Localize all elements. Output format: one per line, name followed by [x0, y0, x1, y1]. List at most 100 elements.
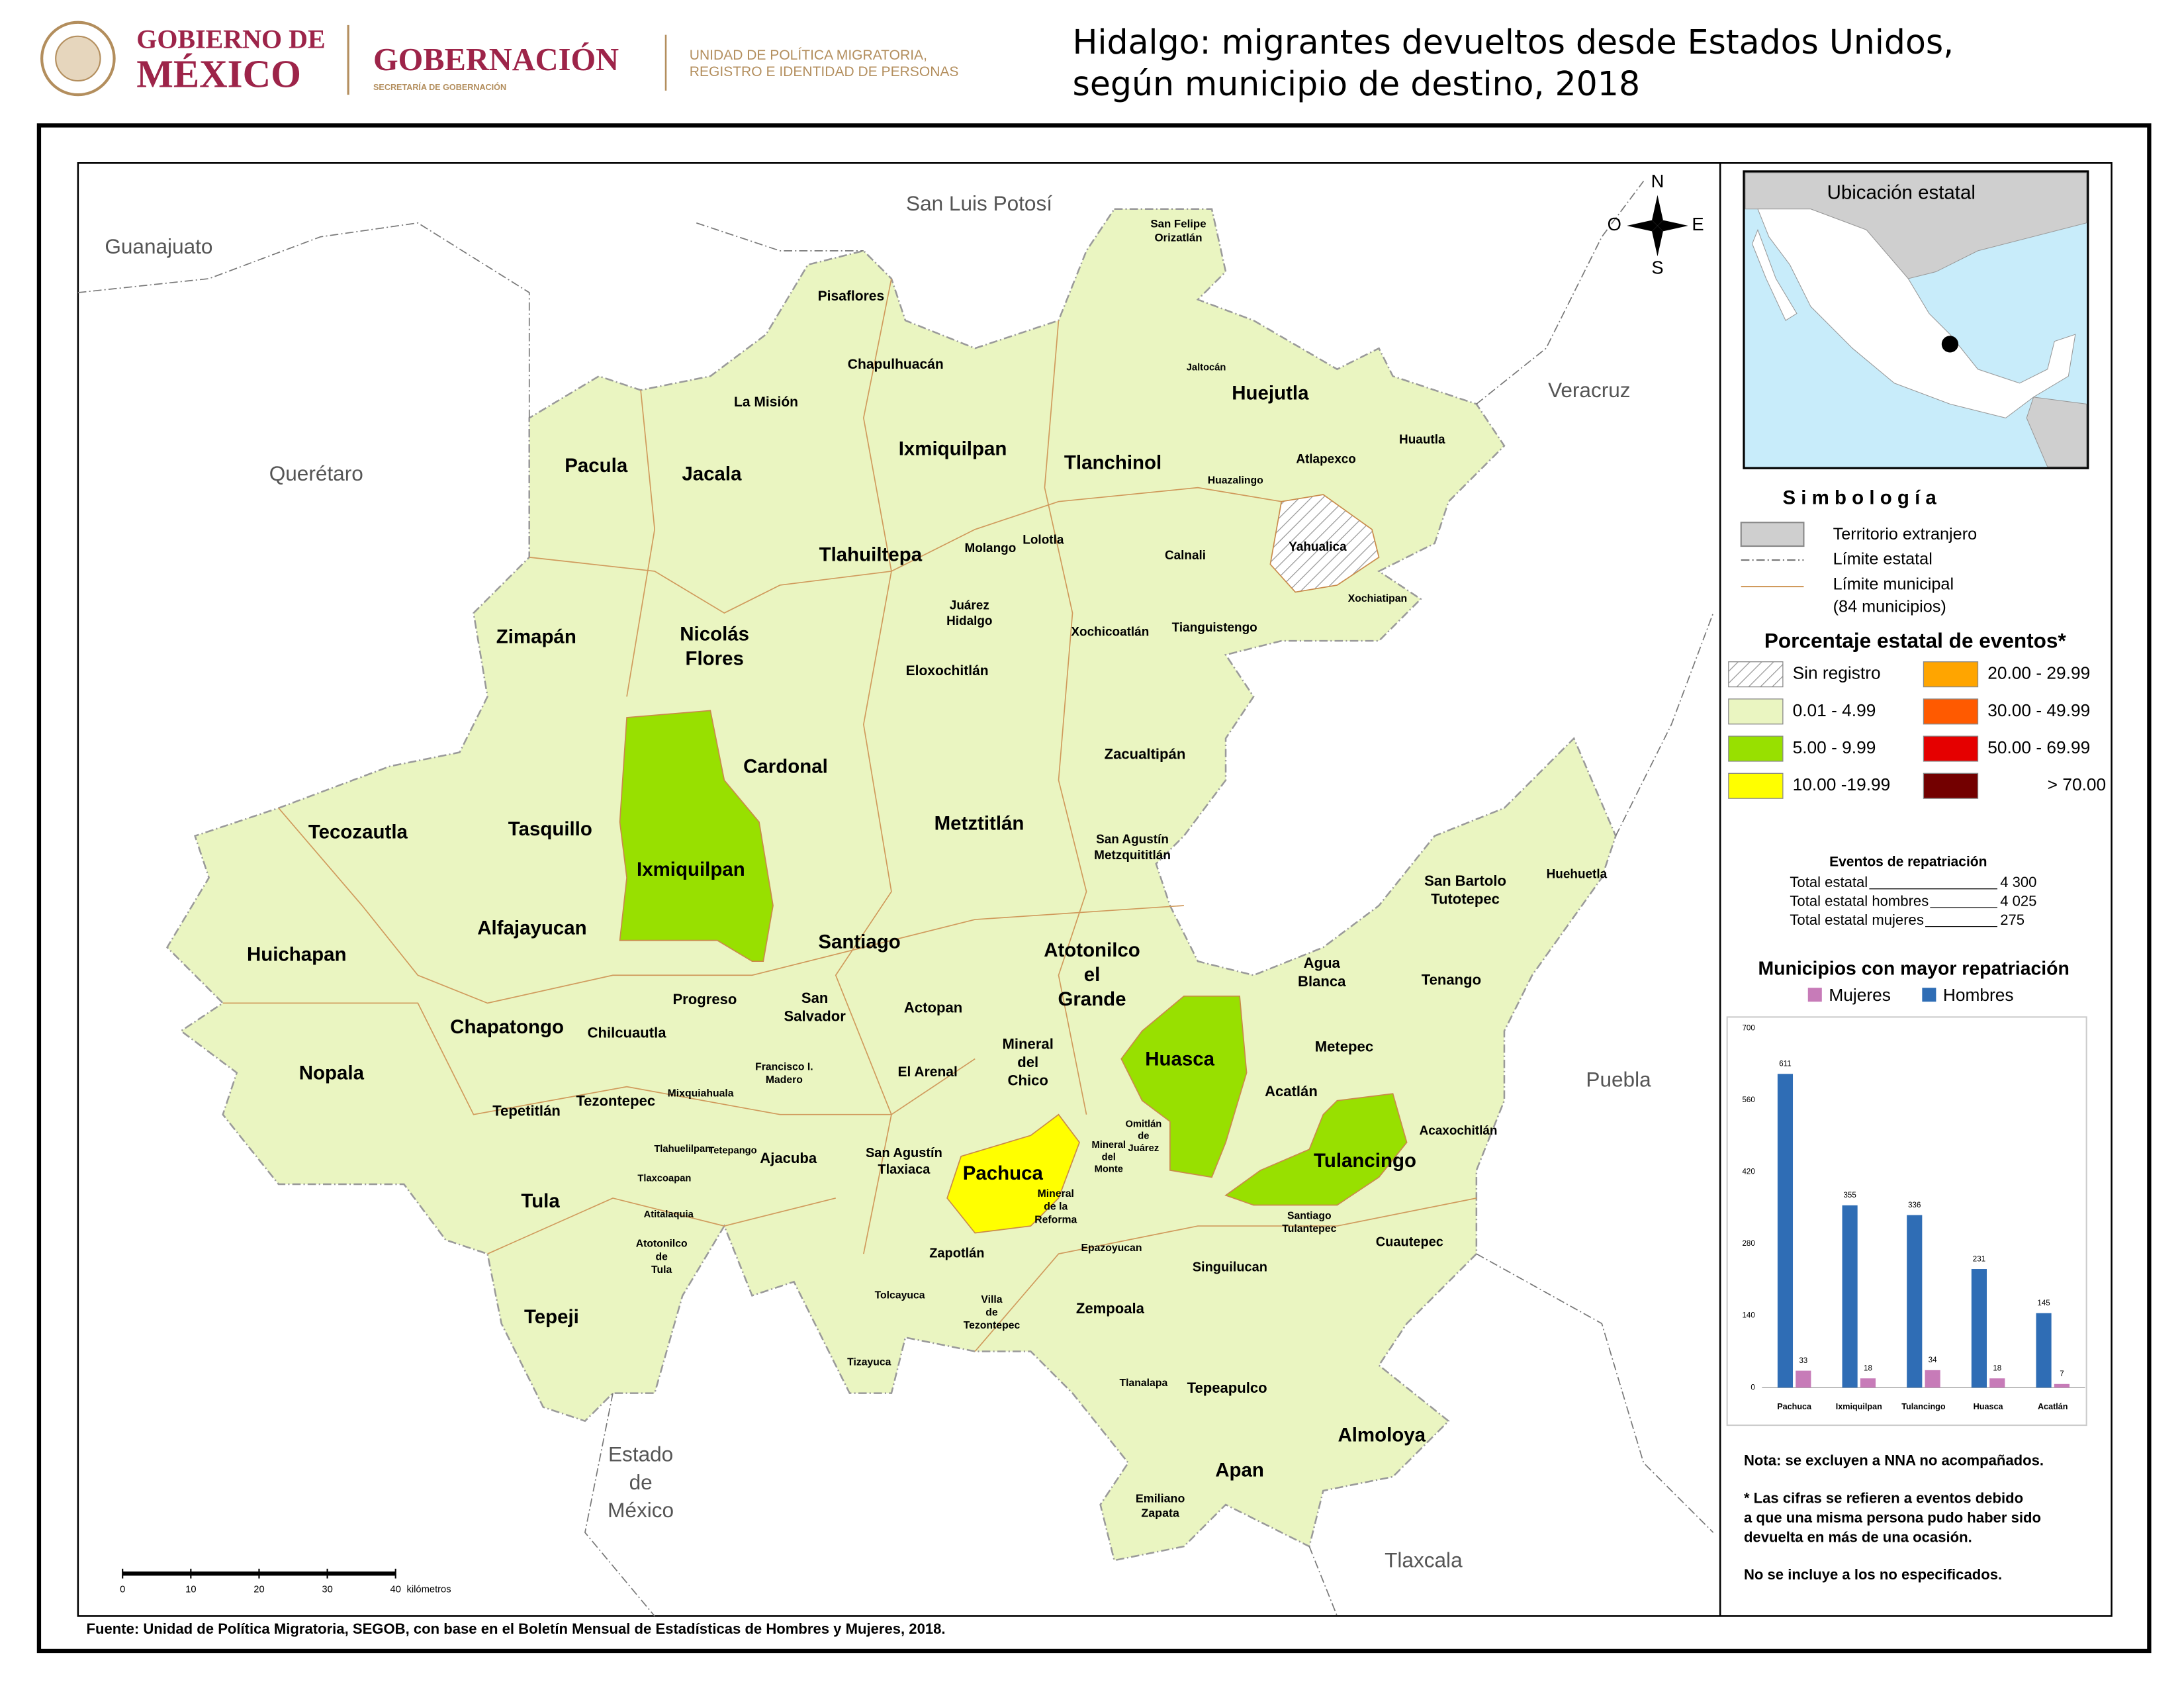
legend-swatch	[1923, 661, 1979, 688]
municipality-label: San Bartolo	[1424, 872, 1506, 889]
municipality-label: Mineral	[1091, 1140, 1126, 1150]
municipality-label: Huehuetla	[1547, 868, 1608, 882]
legend-label: Límite municipal	[1833, 575, 1954, 594]
municipality-label: Huasca	[1145, 1048, 1214, 1070]
municipality-label: Jacala	[682, 463, 742, 485]
municipality-label: Xochicoatlán	[1071, 626, 1149, 639]
municipality-label: Yahualica	[1289, 540, 1347, 554]
summary-value: 275	[2000, 912, 2025, 928]
legend-swatch	[1728, 661, 1784, 688]
summary-title: Eventos de repatriación	[1829, 854, 1987, 869]
legend-label: Sin registro	[1793, 663, 1881, 683]
municipality-label: Juárez	[1128, 1143, 1160, 1154]
legend-swatch	[1923, 773, 1979, 799]
municipality-label: Zempoala	[1076, 1300, 1145, 1317]
municipality-label: Monte	[1095, 1164, 1123, 1175]
legend-label: 5.00 - 9.99	[1793, 737, 1876, 757]
legend-label: Territorio extranjero	[1833, 525, 1978, 543]
inset-title: Ubicación estatal	[1827, 181, 1976, 203]
legend-swatch	[1740, 522, 1805, 547]
border	[77, 222, 530, 418]
municipality-label: Santiago	[818, 931, 900, 953]
y-tick-label: 280	[1742, 1240, 1754, 1248]
municipality-label: Epazoyucan	[1081, 1243, 1142, 1254]
municipality-label: Tianguistengo	[1172, 621, 1257, 635]
bar	[1989, 1378, 2005, 1388]
source: Fuente: Unidad de Política Migratoria, S…	[86, 1620, 945, 1637]
legend-label: Hombres	[1943, 985, 2014, 1005]
municipality-label: Tula	[521, 1190, 560, 1212]
y-tick-label: 560	[1742, 1096, 1754, 1104]
bar	[1796, 1370, 1811, 1388]
gov-line: GOBIERNO DE	[136, 24, 325, 54]
bar	[1842, 1205, 1858, 1388]
municipality-label: Calnali	[1165, 549, 1206, 563]
legend-label: (84 municipios)	[1833, 597, 1946, 616]
title: Hidalgo: migrantes devueltos desde Estad…	[1073, 23, 1954, 62]
unit-line: REGISTRO E IDENTIDAD DE PERSONAS	[690, 64, 959, 79]
municipality-label: Huejutla	[1232, 382, 1309, 404]
municipality-label: de	[655, 1251, 668, 1262]
municipality-label: San Agustín	[866, 1146, 942, 1160]
municipality-label: Reforma	[1034, 1214, 1077, 1225]
y-tick-label: 700	[1742, 1024, 1754, 1032]
municipality-label: Apan	[1215, 1459, 1264, 1481]
legend-label: 30.00 - 49.99	[1987, 700, 2090, 720]
municipality-label: Ixmiquilpan	[899, 438, 1007, 460]
value-label: 231	[1973, 1255, 1985, 1263]
compass-label: N	[1651, 171, 1664, 191]
municipal-borders	[222, 278, 1477, 1352]
municipality-label: Atotonilco	[636, 1239, 688, 1250]
municipality-label: Grande	[1058, 988, 1126, 1010]
municipality-label: Almoloya	[1338, 1425, 1426, 1446]
municipality-label: Orizatlán	[1154, 231, 1202, 244]
municipality-label: Tlaxiaca	[878, 1162, 931, 1177]
ministry: GOBERNACIÓN	[373, 42, 619, 77]
municipality-label: Metztitlán	[934, 813, 1024, 835]
municipality-label: Acatlán	[1265, 1083, 1318, 1100]
summary-label: Total estatal	[1790, 874, 1868, 890]
municipality-label: Tezontepec	[964, 1320, 1021, 1331]
y-tick-label: 0	[1751, 1383, 1754, 1391]
municipality-label: Santiago	[1287, 1211, 1332, 1222]
municipality-label: Pachuca	[963, 1162, 1044, 1184]
municipality-label: Jaltocán	[1187, 363, 1226, 373]
municipality-label: Tolcayuca	[875, 1289, 925, 1301]
scale-label: 40	[390, 1584, 401, 1595]
value-label: 18	[1864, 1365, 1872, 1373]
unit-line: UNIDAD DE POLÍTICA MIGRATORIA,	[690, 48, 927, 63]
x-tick-label: Tulancingo	[1901, 1402, 1946, 1411]
note: a que una misma persona pudo haber sido	[1744, 1509, 2041, 1526]
border	[626, 278, 892, 1254]
municipality-label: Tetepango	[708, 1145, 756, 1156]
legend-title: Porcentaje estatal de eventos*	[1764, 629, 2067, 653]
municipality-label: Mixquiahuala	[668, 1088, 734, 1099]
municipality-label: Mineral	[1038, 1188, 1074, 1199]
municipality-label: Chapulhuacán	[848, 357, 944, 372]
summary-label: Total estatal hombres	[1790, 893, 1929, 910]
summary-value: 4 300	[2000, 874, 2036, 890]
state-borders	[77, 181, 1714, 1617]
municipality-label: Tepeapulco	[1187, 1380, 1267, 1396]
municipality-label: Pacula	[565, 455, 628, 477]
municipality-label: Omitlán	[1125, 1119, 1161, 1129]
scale-label: 10	[185, 1584, 196, 1595]
municipality-label: Zapata	[1141, 1507, 1180, 1520]
neighbor-label: de	[629, 1470, 653, 1494]
value-label: 34	[1929, 1356, 1937, 1364]
municipality-label: Lolotla	[1023, 534, 1064, 547]
compass	[1652, 195, 1663, 226]
municipality-label: Tezontepec	[576, 1093, 655, 1109]
legend-label: 50.00 - 69.99	[1987, 737, 2090, 757]
ministry-sub: SECRETARÍA DE GOBERNACIÓN	[373, 82, 506, 92]
bar	[1777, 1074, 1794, 1388]
municipality-label: Pisaflores	[818, 289, 885, 304]
legend-swatch	[1922, 988, 1936, 1002]
note: devuelta en más de una ocasión.	[1744, 1528, 1972, 1545]
gov-line: MÉXICO	[136, 52, 301, 95]
legend-label: Límite estatal	[1833, 550, 1933, 569]
bar	[2036, 1313, 2052, 1388]
municipality-label: Tlaxcoapan	[637, 1173, 691, 1184]
compass-label: O	[1608, 214, 1621, 234]
